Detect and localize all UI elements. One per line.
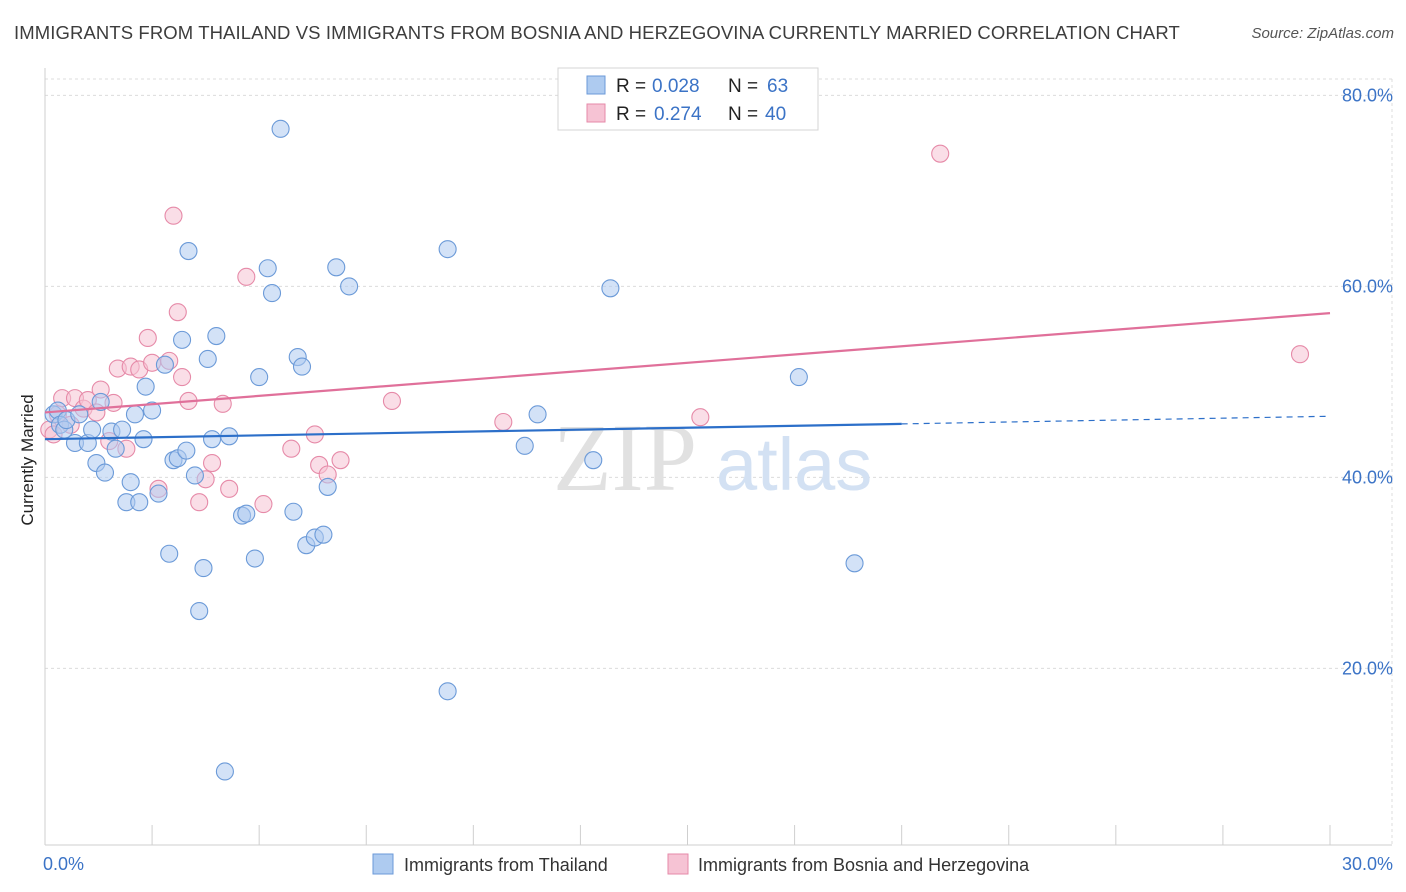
thailand-point [528, 405, 547, 424]
thailand-point [83, 420, 102, 439]
thailand-point [194, 559, 213, 578]
bosnia-point [220, 479, 239, 498]
series-thailand-points [44, 119, 864, 781]
thailand-point [284, 502, 303, 521]
legend-label-thailand: Immigrants from Thailand [404, 855, 608, 875]
trend-lines [44, 312, 1331, 441]
thailand-point [584, 451, 603, 470]
thailand-point [149, 484, 168, 503]
thailand-point [95, 463, 115, 482]
legend-r-value-thailand: 0.028 [652, 76, 700, 97]
thailand-point [125, 405, 144, 424]
thailand-point [515, 436, 534, 455]
thailand-point [136, 377, 155, 396]
x-tick-labels: 0.0% 30.0% [43, 854, 1393, 874]
thailand-point [160, 544, 179, 563]
thailand-point [262, 284, 282, 303]
chart-source: Source: ZipAtlas.com [1251, 25, 1394, 42]
thailand-point [134, 430, 153, 449]
legend-swatch-thailand [586, 75, 606, 95]
legend-n-value-thailand: 63 [767, 76, 788, 97]
y-tick-label: 60.0% [1342, 276, 1393, 296]
bosnia-point [282, 439, 301, 458]
thailand-point [155, 355, 174, 374]
legend-label-bosnia: Immigrants from Bosnia and Herzegovina [698, 855, 1030, 875]
bosnia-point [173, 368, 192, 387]
thailand-point [173, 330, 192, 349]
thailand-point [340, 277, 359, 296]
thailand-point [327, 258, 346, 277]
legend-r-label-bosnia: R = [616, 104, 646, 125]
bosnia-point [691, 408, 710, 427]
thailand-point [190, 602, 209, 621]
legend-r-label-thailand: R = [616, 76, 646, 97]
thailand-point [845, 554, 864, 573]
thailand-point [237, 504, 256, 523]
x-tick-label: 0.0% [43, 854, 84, 874]
thailand-point [203, 430, 222, 449]
thailand-point [215, 762, 234, 781]
bosnia-point [168, 303, 187, 322]
thailand-point [185, 466, 204, 485]
y-tick-label: 80.0% [1342, 85, 1393, 105]
thailand-point [207, 326, 226, 346]
thailand-point [198, 349, 217, 369]
thailand-point [121, 473, 140, 492]
legend-n-label-bosnia: N = [728, 104, 758, 125]
y-tick-label: 20.0% [1342, 658, 1393, 678]
y-tick-labels: 20.0% 40.0% 60.0% 80.0% [1342, 85, 1393, 678]
bosnia-point [931, 144, 950, 163]
thailand-point [250, 368, 269, 387]
bosnia-point [237, 267, 256, 286]
y-axis-label: Currently Married [18, 394, 37, 525]
thailand-point [789, 368, 808, 387]
bosnia-point [494, 412, 513, 432]
thailand-point [258, 259, 277, 278]
stats-legend: R = 0.028 N = 63 R = 0.274 N = 40 [557, 67, 819, 131]
thailand-point [130, 493, 149, 512]
legend-n-value-bosnia: 40 [765, 104, 786, 125]
thailand-point [179, 242, 198, 261]
thailand-point [106, 439, 125, 458]
thailand-point [438, 240, 457, 259]
thailand-point [245, 549, 264, 568]
bosnia-point [190, 493, 209, 512]
bosnia-point [164, 206, 183, 225]
thailand-point [91, 392, 110, 411]
thailand-point [318, 477, 337, 496]
legend-swatch-bosnia [586, 103, 606, 123]
trend-line-thailand [44, 422, 902, 441]
legend-swatch-bosnia-bottom [667, 853, 689, 875]
trend-line-thailand-extension [901, 415, 1331, 425]
thailand-point [143, 401, 162, 420]
bosnia-point [138, 328, 157, 348]
watermark-atlas: atlas [716, 423, 872, 506]
series-legend: Immigrants from Thailand Immigrants from… [372, 853, 1030, 875]
bosnia-point [1290, 345, 1310, 364]
x-tick-label: 30.0% [1342, 854, 1393, 874]
thailand-point [113, 420, 132, 439]
y-tick-label: 40.0% [1342, 467, 1393, 487]
thailand-point [177, 441, 196, 460]
thailand-point [314, 525, 333, 544]
bosnia-point [203, 453, 222, 473]
legend-n-label-thailand: N = [728, 76, 758, 97]
trend-line-bosnia [44, 312, 1331, 414]
thailand-point [271, 119, 290, 138]
bosnia-point [254, 495, 273, 514]
thailand-point [292, 357, 312, 376]
legend-r-value-bosnia: 0.274 [654, 104, 702, 125]
bosnia-point [331, 451, 350, 470]
thailand-point [438, 682, 457, 701]
thailand-point [601, 279, 620, 298]
watermark-zip: ZIP [553, 404, 697, 511]
axes [44, 68, 1392, 846]
legend-swatch-thailand-bottom [372, 853, 394, 875]
chart-title: IMMIGRANTS FROM THAILAND VS IMMIGRANTS F… [14, 22, 1180, 43]
bosnia-point [382, 391, 402, 411]
